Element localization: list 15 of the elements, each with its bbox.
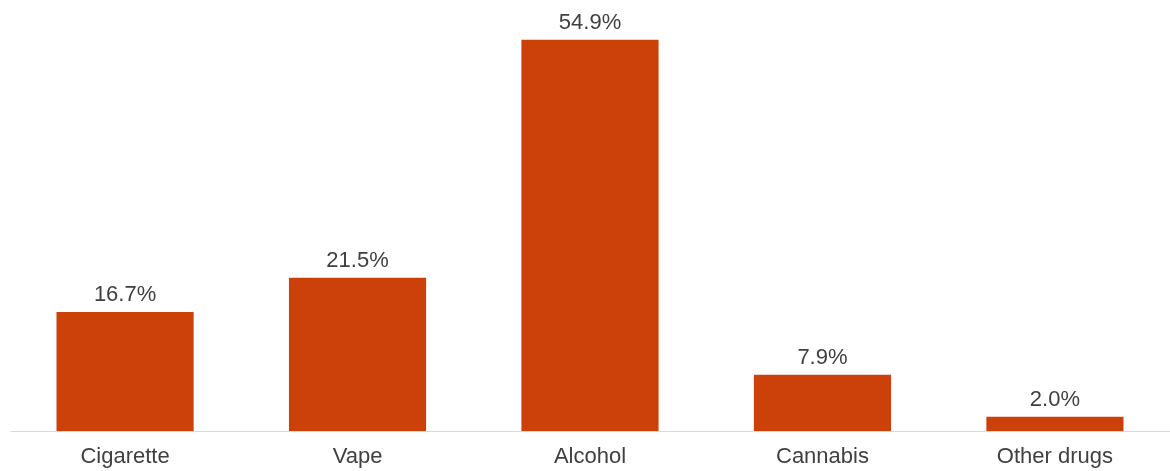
bar (288, 277, 427, 431)
bar (56, 311, 194, 431)
bar (753, 374, 892, 431)
data-label: 21.5% (326, 246, 389, 272)
x-tick-label: Cannabis (775, 442, 869, 468)
data-label: 16.7% (93, 280, 157, 306)
x-tick-label: Alcohol (553, 442, 627, 468)
x-tick-label: Vape (332, 442, 383, 468)
data-label: 2.0% (1029, 385, 1081, 411)
bar (521, 39, 659, 431)
x-tick-label: Cigarette (80, 442, 170, 468)
data-label: 54.9% (558, 8, 622, 34)
x-tick-label: Other drugs (996, 442, 1114, 468)
bar (986, 416, 1124, 431)
data-label: 7.9% (797, 343, 848, 369)
